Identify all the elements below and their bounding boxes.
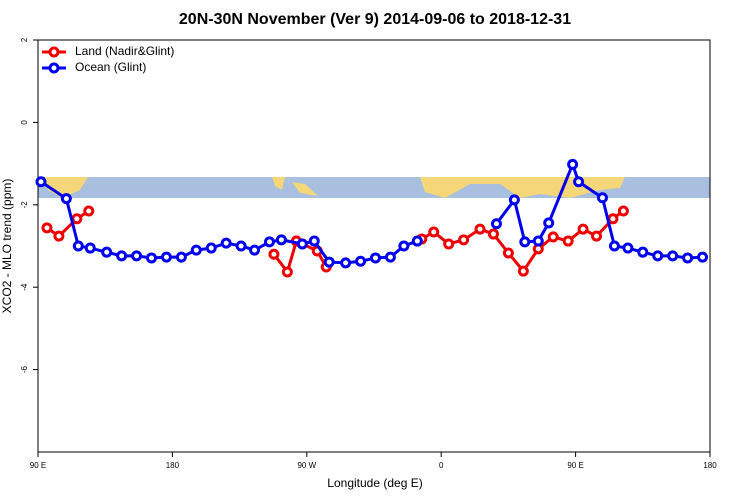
data-point — [249, 244, 261, 256]
data-point — [443, 238, 455, 250]
legend-marker — [48, 46, 60, 58]
data-point — [608, 240, 620, 252]
legend-label: Land (Nadir&Glint) — [75, 44, 174, 58]
data-point — [596, 192, 608, 204]
data-point — [543, 217, 555, 229]
data-point — [53, 230, 65, 242]
x-axis-label: Longitude (deg E) — [327, 476, 422, 490]
data-point — [667, 250, 679, 262]
y-tick-label: -4 — [20, 283, 29, 291]
data-point — [517, 265, 529, 277]
y-tick-label: -6 — [20, 365, 29, 373]
data-point — [60, 193, 72, 205]
chart-title: 20N-30N November (Ver 9) 2014-09-06 to 2… — [179, 11, 571, 28]
data-point — [308, 235, 320, 247]
data-point — [502, 247, 514, 259]
y-tick-label: 0 — [20, 120, 29, 125]
legend-marker — [48, 62, 60, 74]
x-tick-label: 90 E — [567, 461, 583, 470]
data-point — [275, 234, 287, 246]
data-point — [577, 223, 589, 235]
data-point — [384, 251, 396, 263]
legend-label: Ocean (Glint) — [75, 60, 146, 74]
map-strip — [38, 177, 710, 198]
data-point — [323, 256, 335, 268]
data-point — [607, 213, 619, 225]
data-point — [591, 230, 603, 242]
data-point — [72, 240, 84, 252]
data-point — [474, 223, 486, 235]
data-point — [101, 246, 113, 258]
data-point — [131, 250, 143, 262]
data-point — [41, 222, 53, 234]
x-tick-label: 90 W — [297, 461, 316, 470]
x-tick-label: 90 E — [30, 461, 46, 470]
data-point — [190, 244, 202, 256]
data-point — [263, 236, 275, 248]
data-point — [508, 194, 520, 206]
data-point — [71, 213, 83, 225]
data-point — [340, 257, 352, 269]
data-point — [205, 242, 217, 254]
y-axis-label: XCO2 - MLO trend (ppm) — [0, 179, 14, 314]
data-point — [697, 251, 709, 263]
data-point — [296, 238, 308, 250]
data-point — [617, 205, 629, 217]
data-point — [428, 226, 440, 238]
data-point — [411, 235, 423, 247]
data-point — [573, 176, 585, 188]
data-point — [268, 248, 280, 260]
data-point — [35, 176, 47, 188]
data-point — [490, 218, 502, 230]
data-point — [532, 235, 544, 247]
data-point — [567, 158, 579, 170]
data-point — [145, 252, 157, 264]
x-tick-label: 180 — [703, 461, 717, 470]
series — [35, 158, 709, 269]
data-point — [637, 246, 649, 258]
data-point — [175, 251, 187, 263]
data-point — [519, 236, 531, 248]
data-point — [652, 250, 664, 262]
data-point — [562, 235, 574, 247]
data-point — [220, 237, 232, 249]
data-point — [487, 228, 499, 240]
data-point — [398, 240, 410, 252]
x-tick-label: 0 — [439, 461, 444, 470]
x-tick-label: 180 — [166, 461, 180, 470]
data-point — [682, 252, 694, 264]
data-point — [83, 205, 95, 217]
data-point — [116, 250, 128, 262]
data-point — [235, 240, 247, 252]
y-tick-label: 2 — [20, 37, 29, 42]
data-point — [160, 251, 172, 263]
data-point — [369, 252, 381, 264]
data-point — [281, 266, 293, 278]
data-point — [622, 242, 634, 254]
data-point — [547, 231, 559, 243]
series-line — [46, 209, 90, 239]
plot-frame — [37, 39, 711, 453]
data-point — [458, 234, 470, 246]
data-point — [355, 255, 367, 267]
data-point — [84, 242, 96, 254]
y-tick-label: -2 — [20, 201, 29, 209]
